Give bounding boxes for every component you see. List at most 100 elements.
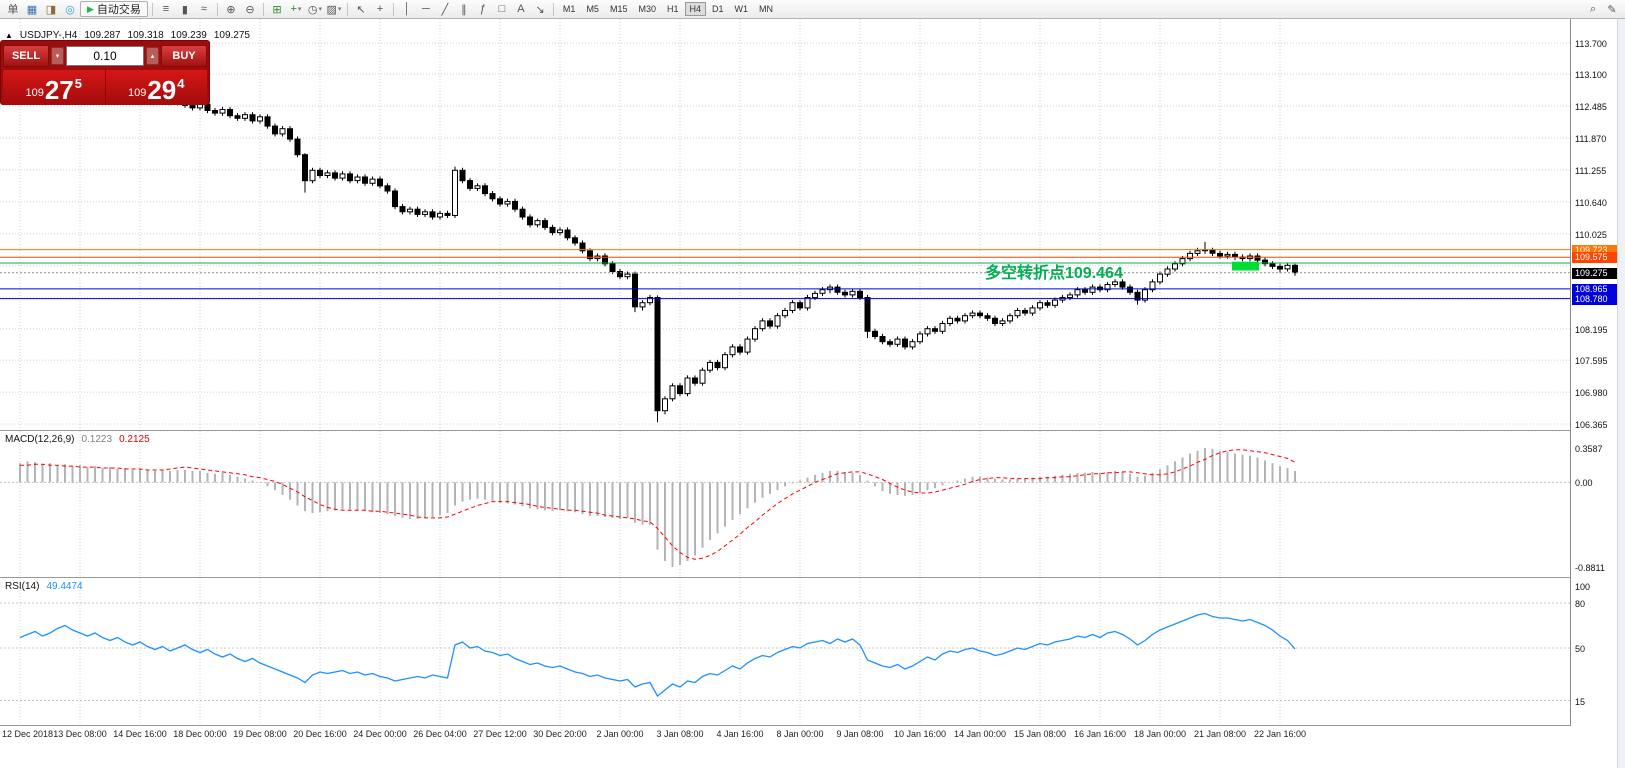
volume-down-button[interactable]: ▾: [51, 47, 64, 65]
time-label: 22 Jan 16:00: [1253, 729, 1307, 739]
rsi-canvas[interactable]: [0, 578, 1570, 725]
line-chart-icon[interactable]: ≈: [195, 1, 213, 17]
buy-button[interactable]: BUY: [161, 45, 207, 67]
sell-price-sup: 5: [74, 76, 82, 91]
timeframe-w1-button[interactable]: W1: [734, 4, 749, 14]
templates-icon: ▨: [326, 3, 337, 16]
time-axis[interactable]: 12 Dec 2018 13 Dec 08:00 14 Dec 16:00 18 De…: [0, 726, 1570, 742]
timeframe-m5-button[interactable]: M5: [586, 4, 599, 14]
time-label: 2 Jan 00:00: [596, 729, 644, 739]
timeframe-m30-button[interactable]: M30: [638, 4, 656, 14]
price-tick-label: 110.025: [1575, 229, 1607, 240]
market-watch-icon: ▦: [26, 3, 38, 16]
panel-separator[interactable]: [0, 577, 1617, 578]
sell-button[interactable]: SELL: [3, 45, 49, 67]
crosshair-icon[interactable]: +: [371, 1, 389, 17]
buy-price-sup: 4: [177, 76, 185, 91]
rsi-header: RSI(14) 49.4474: [5, 581, 83, 592]
chart-header: ▲ USDJPY-,H4 109.287 109.318 109.239 109…: [5, 30, 250, 41]
horizontal-line-icon: ─: [422, 3, 430, 15]
main-toolbar: 单 ▦ ◨ ◎ ▶ 自动交易 ≡ ▮ ≈ ⊕ ⊖ ⊞ + ▾ ◷ ▾ ▨ ▾ ↖ + │ ─ ╱ ∥ ƒ □ A ↘ M1 M5 M15 M3…: [0, 0, 1625, 19]
compose-icon: ✎: [1607, 3, 1617, 16]
market-watch-icon[interactable]: ▦: [23, 1, 41, 17]
search-icon: ⌕: [1589, 2, 1597, 15]
text-label-icon[interactable]: A: [512, 1, 530, 17]
cursor-icon[interactable]: ↖: [352, 1, 370, 17]
price-scale[interactable]: 113.700 113.100 112.485 111.870 111.255 110.6…: [1570, 19, 1617, 726]
navigator-icon: ◨: [45, 3, 57, 16]
price-marker-108.965: 108.965: [1572, 283, 1617, 295]
new-chart-icon: +: [290, 3, 297, 15]
timeframe-m15-button[interactable]: M15: [609, 4, 628, 14]
equidistant-channel-icon[interactable]: ∥: [455, 1, 473, 17]
sell-price-prefix: 109: [25, 87, 44, 99]
time-label: 26 Dec 04:00: [413, 729, 467, 739]
shapes-icon[interactable]: □: [493, 1, 511, 17]
volume-input[interactable]: [66, 46, 144, 66]
price-tick-label: 111.255: [1575, 166, 1607, 176]
equidistant-channel-icon: ∥: [461, 3, 467, 16]
time-label: 8 Jan 00:00: [776, 729, 824, 739]
right-scrollbar[interactable]: [1617, 19, 1625, 768]
buy-price-button[interactable]: 109 29 4: [104, 70, 208, 105]
one-click-collapse-toggle[interactable]: ▲: [5, 31, 13, 40]
rsi-line: [19, 612, 1296, 697]
zoom-in-icon[interactable]: ⊕: [222, 1, 240, 17]
vertical-line-icon[interactable]: │: [398, 1, 416, 17]
search-icon[interactable]: ⌕: [1584, 1, 1602, 17]
timeframe-mn-button[interactable]: MN: [759, 4, 774, 14]
macd-canvas[interactable]: [0, 431, 1570, 577]
time-label: 18 Jan 00:00: [1133, 729, 1187, 739]
macd-tick-label: -0.8811: [1575, 563, 1605, 573]
high-value: 109.318: [127, 30, 164, 41]
price-chart-canvas[interactable]: [0, 19, 1570, 430]
price-chart-panel: ▲ USDJPY-,H4 109.287 109.318 109.239 109…: [0, 19, 1570, 430]
arrows-icon[interactable]: ↘: [531, 1, 549, 17]
horizontal-line-icon[interactable]: ─: [417, 1, 435, 17]
sell-price-button[interactable]: 109 27 5: [3, 70, 105, 105]
one-click-trading-panel: SELL ▾ ▴ BUY 109 27 5 109 29 4: [0, 40, 210, 105]
panel-separator[interactable]: [0, 430, 1617, 431]
pivot-annotation-text[interactable]: 多空转折点109.464: [985, 265, 1123, 282]
periods-icon: ◷: [307, 3, 318, 16]
fibonacci-icon: ƒ: [479, 3, 486, 15]
low-value: 109.239: [170, 30, 207, 41]
zoom-in-icon: ⊕: [226, 3, 236, 16]
volume-up-button[interactable]: ▴: [146, 47, 159, 65]
rsi-panel: RSI(14) 49.4474: [0, 578, 1570, 725]
new-order-icon[interactable]: 单: [4, 1, 22, 17]
panel-separator[interactable]: [0, 725, 1617, 726]
data-window-icon[interactable]: ◎: [61, 1, 79, 17]
sell-price-big: 27: [44, 75, 74, 105]
periods-icon[interactable]: ◷ ▾: [306, 1, 324, 17]
trendline-icon[interactable]: ╱: [436, 1, 454, 17]
auto-trading-button[interactable]: ▶ 自动交易: [80, 1, 148, 17]
compose-icon[interactable]: ✎: [1603, 1, 1621, 17]
macd-main-value: 0.1223: [81, 434, 113, 445]
timeframe-h4-button[interactable]: H4: [684, 2, 707, 16]
time-label: 14 Dec 16:00: [113, 729, 167, 739]
zoom-out-icon: ⊖: [245, 3, 255, 16]
symbol-period-label: USDJPY-,H4: [19, 30, 78, 41]
timeframe-h1-button[interactable]: H1: [666, 4, 679, 14]
macd-label: MACD(12,26,9): [5, 434, 75, 445]
auto-trading-button-label: 自动交易: [96, 4, 141, 16]
buy-price-prefix: 109: [127, 87, 147, 99]
new-chart-icon[interactable]: + ▾: [287, 1, 305, 17]
tile-windows-icon[interactable]: ⊞: [268, 1, 286, 17]
time-label: 19 Dec 08:00: [233, 729, 287, 739]
highlight-rect[interactable]: [1232, 261, 1259, 271]
new-order-icon: 单: [7, 4, 19, 16]
timeframe-d1-button[interactable]: D1: [712, 4, 724, 14]
bar-chart-icon[interactable]: ≡: [157, 1, 175, 17]
navigator-icon[interactable]: ◨: [42, 1, 60, 17]
zoom-out-icon[interactable]: ⊖: [241, 1, 259, 17]
price-tick-label: 111.870: [1575, 134, 1607, 145]
candlestick-chart-icon[interactable]: ▮: [176, 1, 194, 17]
trendline-icon: ╱: [441, 3, 449, 16]
vertical-line-icon: │: [403, 3, 411, 15]
fibonacci-icon[interactable]: ƒ: [474, 1, 492, 17]
templates-icon[interactable]: ▨ ▾: [325, 1, 343, 17]
crosshair-icon: +: [376, 3, 384, 15]
timeframe-m1-button[interactable]: M1: [562, 4, 576, 14]
